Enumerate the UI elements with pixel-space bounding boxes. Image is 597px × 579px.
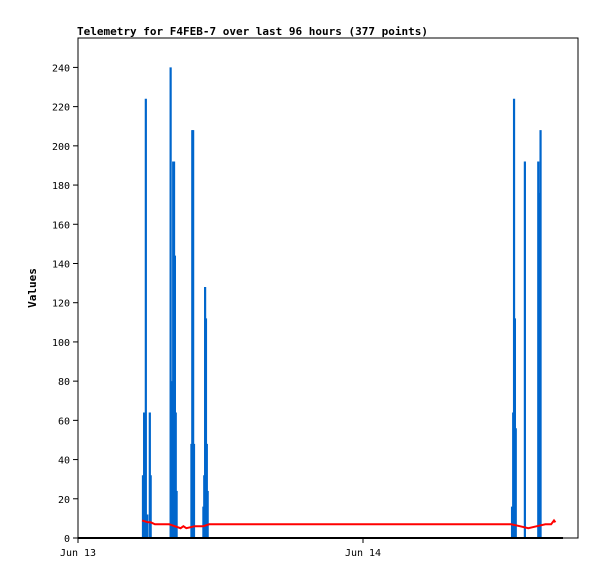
- y-tick-label: 20: [58, 495, 70, 506]
- bar-series: [141, 67, 542, 538]
- y-tick-label: 0: [64, 534, 70, 545]
- y-tick-label: 80: [58, 377, 70, 388]
- y-axis-label: Values: [26, 268, 39, 308]
- x-tick-label: Jun 14: [345, 548, 381, 559]
- chart-title: Telemetry for F4FEB-7 over last 96 hours…: [77, 25, 428, 38]
- y-tick-label: 100: [52, 338, 70, 349]
- plot-frame: [77, 37, 579, 539]
- y-tick-label: 60: [58, 416, 70, 427]
- y-tick-label: 220: [52, 103, 70, 114]
- y-tick-label: 180: [52, 181, 70, 192]
- x-tick-label: Jun 13: [60, 548, 96, 559]
- average-series: [141, 518, 557, 530]
- y-tick-label: 40: [58, 456, 70, 467]
- x-axis: Jun 13 Jun 14: [60, 538, 381, 559]
- y-tick-label: 200: [52, 142, 70, 153]
- y-tick-label: 240: [52, 63, 70, 74]
- y-tick-label: 160: [52, 220, 70, 231]
- y-tick-label: 140: [52, 259, 70, 270]
- average-line: [141, 518, 557, 530]
- y-tick-label: 120: [52, 299, 70, 310]
- y-axis: 0 20 40 60 80 100 120 140 160 180 200 220 240: [52, 63, 78, 545]
